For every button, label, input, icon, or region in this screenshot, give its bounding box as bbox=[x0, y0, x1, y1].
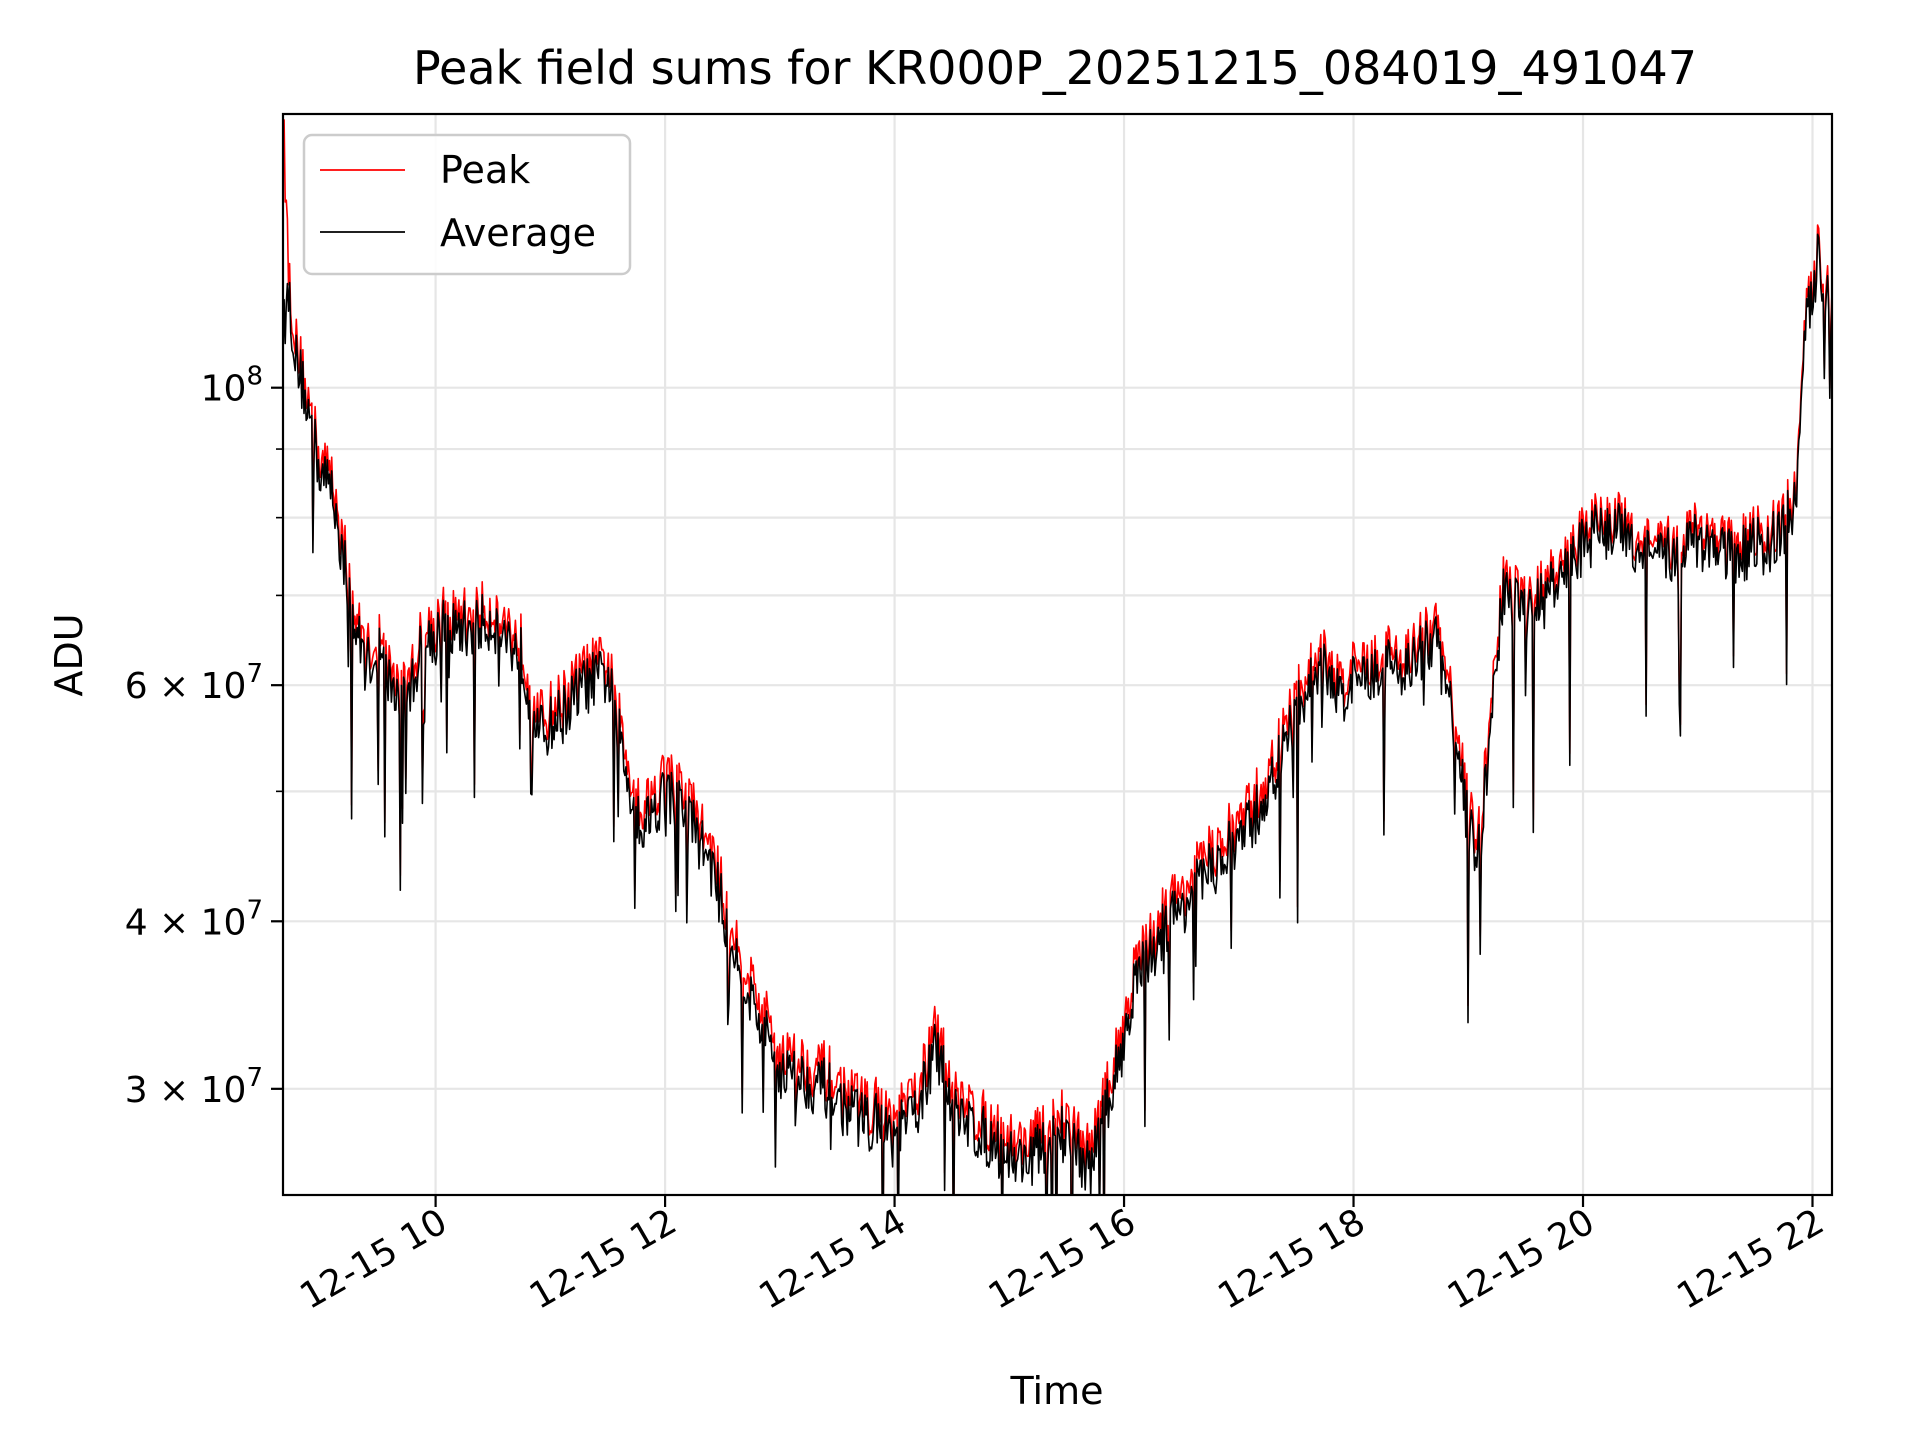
legend: Peak Average bbox=[302, 133, 632, 276]
plot-frame bbox=[281, 112, 1834, 1197]
y-tick-exponent: 7 bbox=[246, 659, 263, 689]
chart-title: Peak field sums for KR000P_20251215_0840… bbox=[413, 41, 1697, 95]
y-tick-label: 3 × 107 bbox=[125, 1063, 263, 1111]
y-tick-exponent: 7 bbox=[246, 895, 263, 925]
y-tick-exponent: 8 bbox=[246, 362, 263, 392]
legend-peak-label: Peak bbox=[440, 148, 530, 192]
y-tick-label: 4 × 107 bbox=[125, 895, 263, 943]
y-tick-base: 6 × 10 bbox=[125, 666, 247, 707]
x-axis-label: Time bbox=[1010, 1369, 1104, 1413]
average-series-line bbox=[283, 233, 1832, 1195]
y-tick-base: 4 × 10 bbox=[125, 902, 247, 943]
y-tick-label: 108 bbox=[201, 362, 263, 410]
y-tick-base: 3 × 10 bbox=[125, 1070, 247, 1111]
legend-average-label: Average bbox=[440, 211, 596, 255]
y-tick-exponent: 7 bbox=[246, 1063, 263, 1093]
y-tick-base: 10 bbox=[201, 369, 247, 410]
grid-layer bbox=[283, 114, 1832, 1195]
y-tick-label: 6 × 107 bbox=[125, 659, 263, 707]
y-axis-label: ADU bbox=[47, 613, 91, 696]
